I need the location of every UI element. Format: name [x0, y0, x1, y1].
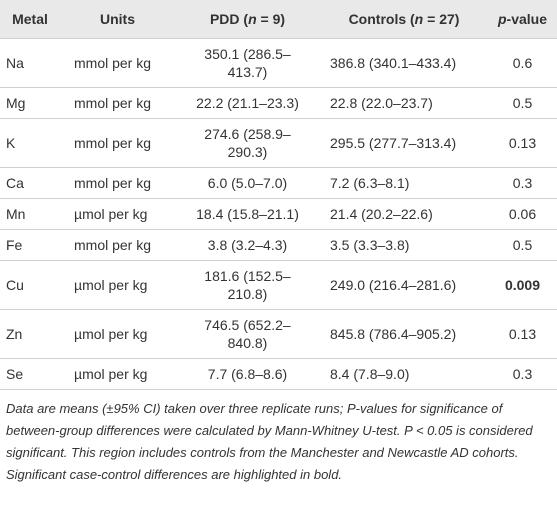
table-cell: 0.06 [488, 198, 557, 230]
table-cell: 0.3 [488, 167, 557, 199]
table-cell: 274.6 (258.9–290.3) [175, 118, 320, 168]
table-cell: mmol per kg [60, 87, 175, 119]
table-row: Ca mmol per kg 6.0 (5.0–7.0) 7.2 (6.3–8.1) 0… [0, 167, 557, 199]
header-text: p [497, 11, 507, 27]
header-cell: PDD (n = 9) [175, 0, 320, 39]
table-cell: µmol per kg [60, 309, 175, 359]
table-cell: mmol per kg [60, 38, 175, 88]
table-cell: Mg [0, 87, 60, 119]
table-cell: 3.8 (3.2–4.3) [175, 229, 320, 261]
table-cell: 181.6 (152.5–210.8) [175, 260, 320, 310]
header-cell: Metal [0, 0, 60, 39]
header-text: Controls ( [348, 11, 415, 27]
table-cell: 7.7 (6.8–8.6) [175, 358, 320, 390]
table-cell: mmol per kg [60, 229, 175, 261]
table-row: Mg mmol per kg 22.2 (21.1–23.3) 22.8 (22.0–… [0, 87, 557, 119]
table-cell: 21.4 (20.2–22.6) [320, 198, 488, 230]
table-cell: 22.8 (22.0–23.7) [320, 87, 488, 119]
table-row: Fe mmol per kg 3.8 (3.2–4.3) 3.5 (3.3–3.8) 0… [0, 229, 557, 261]
table-cell: 0.5 [488, 87, 557, 119]
table-cell: mmol per kg [60, 167, 175, 199]
table-cell: 0.6 [488, 38, 557, 88]
table-cell: 0.3 [488, 358, 557, 390]
table-cell: Ca [0, 167, 60, 199]
table-cell: µmol per kg [60, 198, 175, 230]
table-cell: mmol per kg [60, 118, 175, 168]
table-row: Zn µmol per kg 746.5 (652.2–840.8) 845.8 (7… [0, 309, 557, 359]
header-text: -value [506, 11, 548, 27]
footnote: Data are means (±95% CI) taken over thre… [6, 401, 533, 482]
table-cell: Na [0, 38, 60, 88]
table-row: Na mmol per kg 350.1 (286.5–413.7) 386.8 (3… [0, 38, 557, 88]
header-cell: p-value [488, 0, 557, 39]
table-row: Cu µmol per kg 181.6 (152.5–210.8) 249.0 (2… [0, 260, 557, 310]
table-cell: µmol per kg [60, 358, 175, 390]
header-cell: Units [60, 0, 175, 39]
table-cell: Se [0, 358, 60, 390]
header-text: = 9) [256, 11, 286, 27]
table-cell: 350.1 (286.5–413.7) [175, 38, 320, 88]
table-cell: 0.13 [488, 309, 557, 359]
table-cell: Mn [0, 198, 60, 230]
header-row: Metal Units PDD (n = 9) Controls (n = 27) p-… [0, 0, 557, 39]
table-cell: K [0, 118, 60, 168]
table-cell: 18.4 (15.8–21.1) [175, 198, 320, 230]
table-row: Mn µmol per kg 18.4 (15.8–21.1) 21.4 (20.2–… [0, 198, 557, 230]
table-cell: 6.0 (5.0–7.0) [175, 167, 320, 199]
table-cell: µmol per kg [60, 260, 175, 310]
table-cell: 7.2 (6.3–8.1) [320, 167, 488, 199]
header-text: n [414, 11, 424, 27]
header-text: PDD ( [209, 11, 249, 27]
table-cell: 0.5 [488, 229, 557, 261]
table-cell: 249.0 (216.4–281.6) [320, 260, 488, 310]
table-cell: 295.5 (277.7–313.4) [320, 118, 488, 168]
data-table: Metal Units PDD (n = 9) Controls (n = 27) p-… [0, 0, 557, 390]
header-text: n [248, 11, 257, 27]
table-cell: Fe [0, 229, 60, 261]
table-cell: 0.009 [488, 260, 557, 310]
page: Metal Units PDD (n = 9) Controls (n = 27) p-… [0, 0, 557, 482]
table-cell: 22.2 (21.1–23.3) [175, 87, 320, 119]
table-cell: 3.5 (3.3–3.8) [320, 229, 488, 261]
header-text: = 27) [423, 11, 460, 27]
header-cell: Controls (n = 27) [320, 0, 488, 39]
table-cell: Cu [0, 260, 60, 310]
table-cell: 8.4 (7.8–9.0) [320, 358, 488, 390]
table-cell: Zn [0, 309, 60, 359]
table-cell: 746.5 (652.2–840.8) [175, 309, 320, 359]
table-cell: 386.8 (340.1–433.4) [320, 38, 488, 88]
table-cell: 845.8 (786.4–905.2) [320, 309, 488, 359]
table-cell: 0.13 [488, 118, 557, 168]
table-row: Se µmol per kg 7.7 (6.8–8.6) 8.4 (7.8–9.0) 0… [0, 358, 557, 390]
